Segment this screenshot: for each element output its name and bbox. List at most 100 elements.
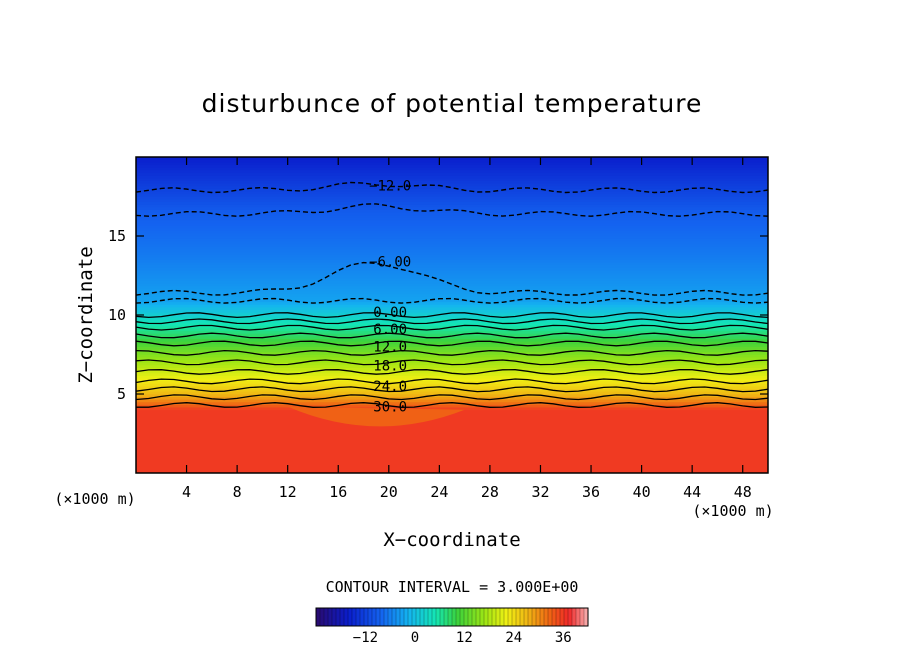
contour-line [135,394,769,401]
colorbar-cell [451,607,457,627]
field-strip [136,462,768,466]
colorbar-cell [503,607,509,627]
field-strip [136,201,768,205]
field-strip [136,296,768,300]
contour-line [135,181,769,194]
field-strip [136,338,768,342]
contour-line [135,340,769,347]
colorbar-cell [375,607,381,627]
colorbar-cell [399,607,405,627]
field-strip [136,367,768,371]
field-strip [136,456,768,461]
field-strip [136,414,768,418]
colorbar-cell [415,607,421,627]
field-strip [136,327,768,332]
contour-line [135,386,769,393]
contour-label: 0.00 [373,305,407,321]
x-unit-label: (×1000 m) [692,502,773,520]
field-strip [136,217,768,221]
field-strip [136,238,768,242]
colorbar-tick-label: 24 [505,630,522,646]
field-strip [136,180,768,184]
contour-label: 6.00 [373,322,407,338]
colorbar-cell [491,607,497,627]
colorbar-tick-label: 12 [456,630,473,646]
colorbar-cell [471,607,477,627]
field-strip [136,222,768,226]
field-strip [136,225,768,229]
colorbar-cell [527,607,533,627]
contour-line [135,349,769,356]
colorbar-cell [431,607,437,627]
field-strip [136,370,768,374]
field-strip [136,246,768,250]
x-tick-label: 36 [582,483,600,501]
field-strip [136,275,768,279]
colorbar-cell [439,607,445,627]
field-strip [136,422,768,426]
field-strip [136,406,768,411]
colorbar-cell [387,607,393,627]
field-strip [136,293,768,297]
field-strip [136,364,768,368]
y-unit-label: (×1000 m) [54,490,135,508]
colorbar-cell [455,607,461,627]
field-strip [136,417,768,421]
field-strip [136,175,768,179]
field-strip [136,446,768,450]
field-strip [136,193,768,197]
field-strip [136,272,768,276]
field-strip [136,359,768,363]
field-strip [136,435,768,440]
colorbar-cell [411,607,417,627]
contour-lines [135,181,769,408]
field-strip [136,283,768,287]
colorbar-tick-label: 0 [411,630,419,646]
field-strip [136,470,768,474]
colorbar-cell [495,607,501,627]
colorbar-cell [391,607,397,627]
colorbar-cell [579,607,585,627]
colorbar-cell [315,607,321,627]
field-strip [136,377,768,382]
colorbar-cells [315,607,589,627]
contour-label: 24.0 [373,379,407,395]
field-strip [136,219,768,224]
colorbar-cell [331,607,337,627]
field-strip [136,167,768,171]
colorbar-cell [443,607,449,627]
colorbar-cell [543,607,549,627]
colorbar-cell [347,607,353,627]
colorbar-cell [355,607,361,627]
x-tick-label: 48 [734,483,752,501]
field-strip [136,188,768,192]
field-strip [136,304,768,308]
field-strip [136,190,768,195]
field-strip [136,451,768,455]
colorbar-cell [427,607,433,627]
colorbar-cell [563,607,569,627]
field-strip [136,425,768,429]
colorbar-cell [423,607,429,627]
colorbar-cell [507,607,513,627]
colorbar-cell [379,607,385,627]
field-strip [136,262,768,266]
field-strip [136,164,768,168]
temperature-field [136,156,768,474]
field-strip [136,212,768,216]
x-tick-label: 32 [531,483,549,501]
field-strip [136,248,768,253]
field-strip [136,467,768,471]
field-strip [136,330,768,334]
field-strip [136,185,768,189]
colorbar-cell [363,607,369,627]
colorbar-cell [467,607,473,627]
field-strip [136,209,768,213]
contour-line [135,369,769,375]
colorbar-cell [367,607,373,627]
colorbar-cell [511,607,517,627]
colorbar-cell [575,607,581,627]
field-strip [136,267,768,271]
colorbar-cell [351,607,357,627]
colorbar-cell [531,607,537,627]
